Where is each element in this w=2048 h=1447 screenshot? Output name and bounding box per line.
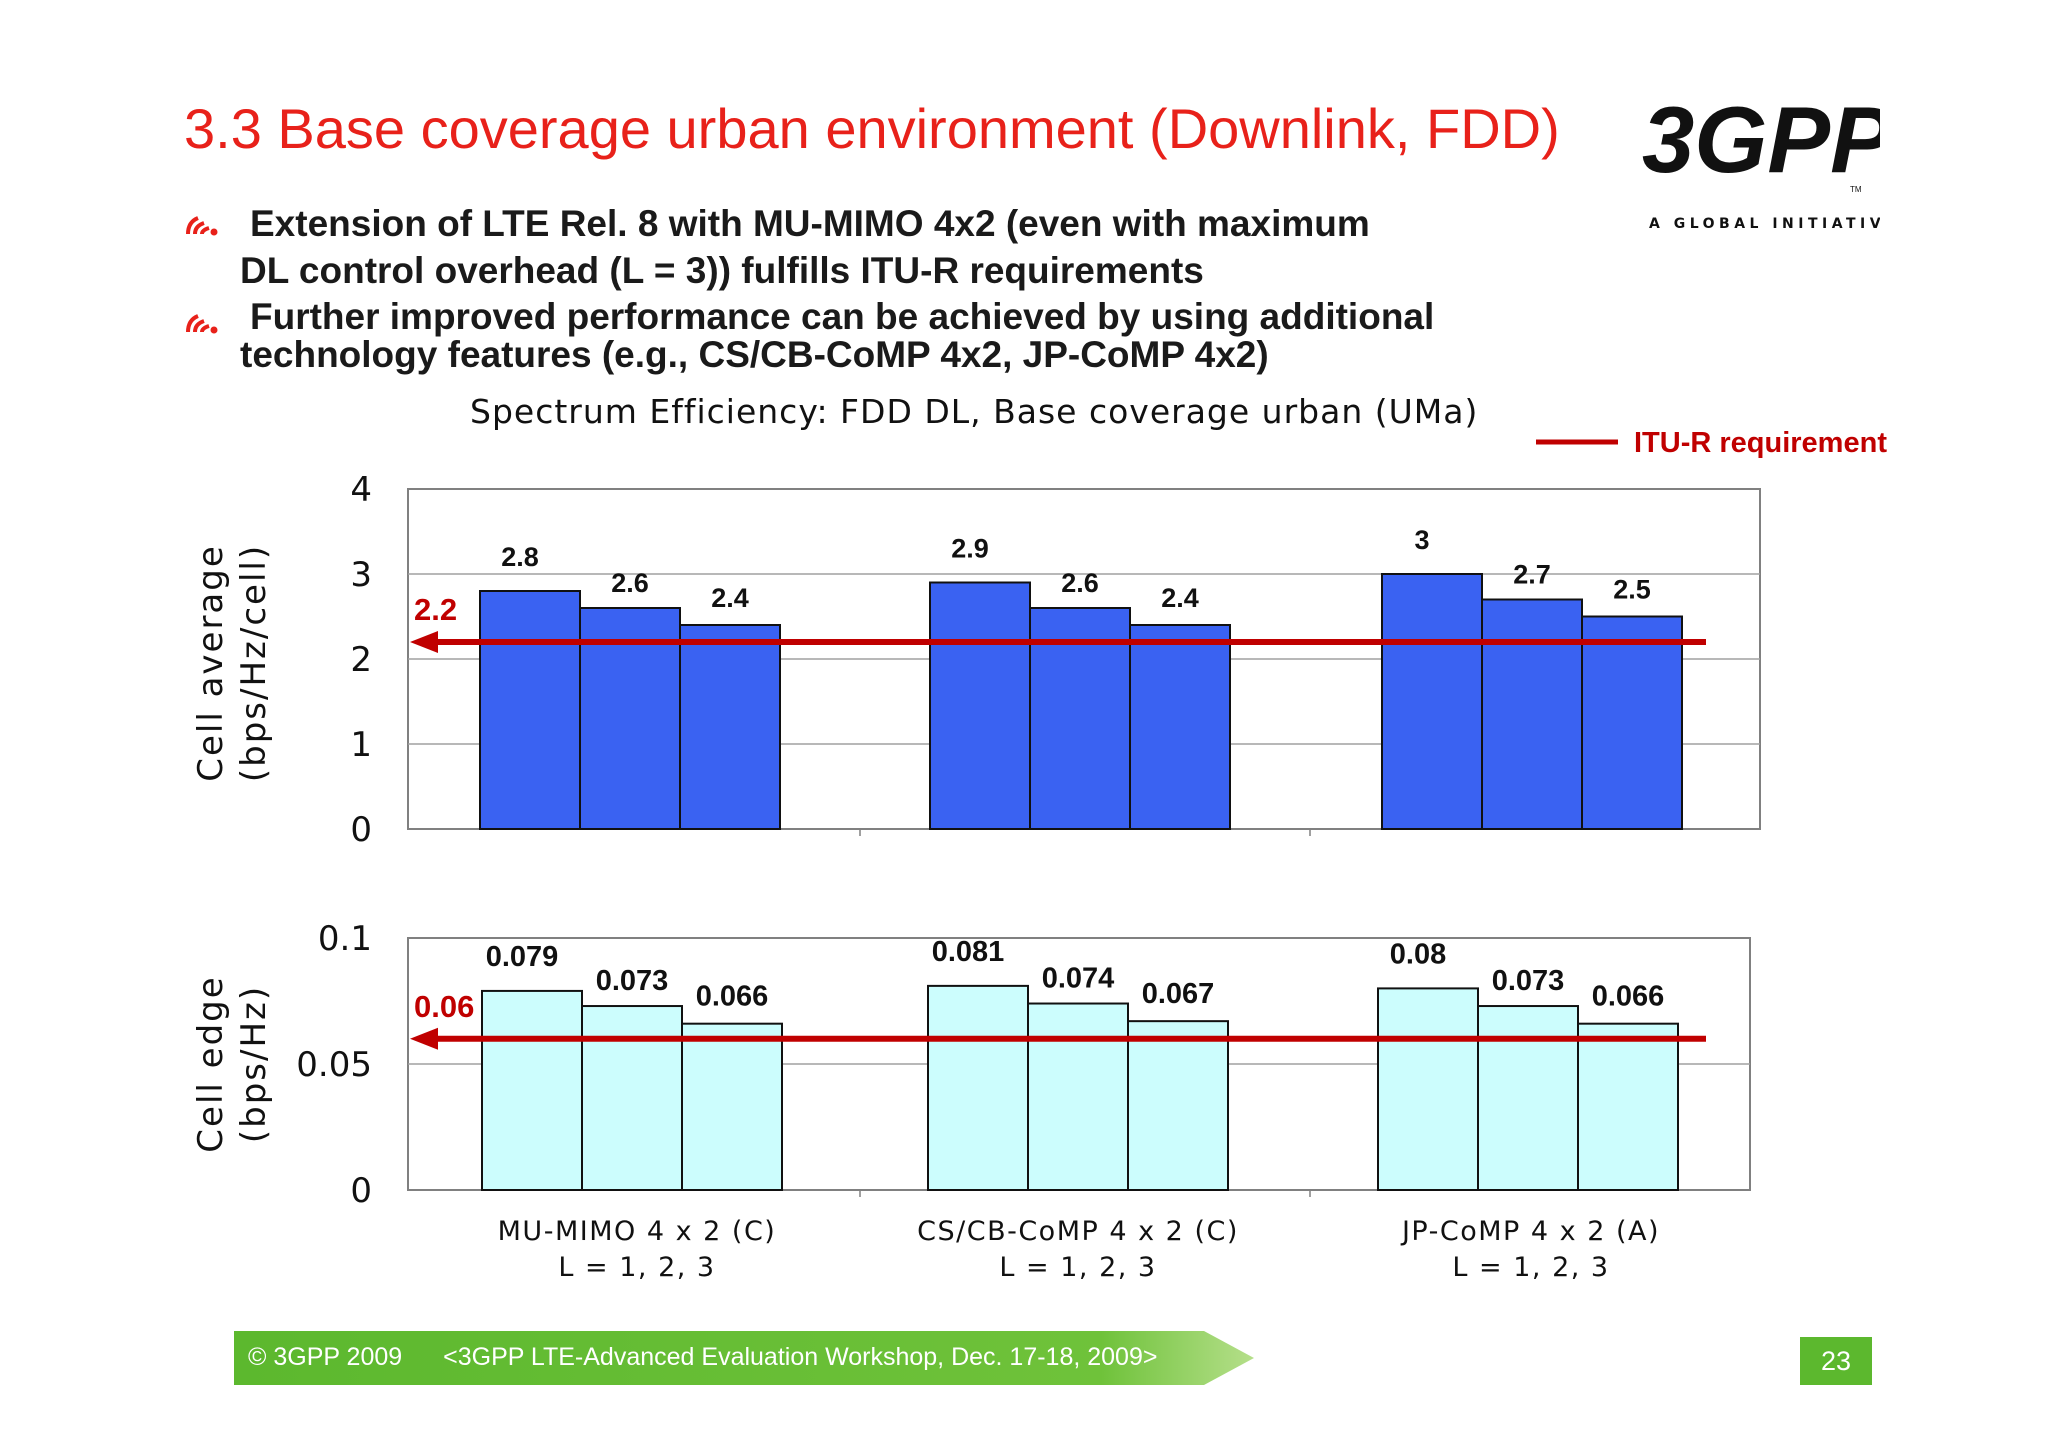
bullet-line: Extension of LTE Rel. 8 with MU-MIMO 4x2… — [250, 203, 1370, 244]
bar-value-label: 2.7 — [1513, 560, 1551, 590]
bar-value-label: 0.073 — [596, 965, 669, 997]
x-category-label: L = 1, 2, 3 — [558, 1252, 715, 1283]
bar — [1129, 624, 1231, 830]
bar — [1377, 987, 1479, 1192]
x-category-label: L = 1, 2, 3 — [999, 1252, 1156, 1283]
y-tick-label: 4 — [350, 470, 372, 510]
chart-title: Spectrum Efficiency: FDD DL, Base covera… — [470, 392, 1479, 431]
y-axis-label: (bps/Hz/cell) — [234, 544, 274, 782]
bar-value-label: 0.074 — [1042, 963, 1115, 995]
bar-value-label: 2.4 — [1161, 583, 1199, 613]
x-category-label: CS/CB-CoMP 4 x 2 (C) — [917, 1216, 1239, 1247]
logo-tm: TM — [1850, 185, 1862, 194]
y-tick-label: 0 — [350, 810, 372, 850]
y-axis-label: Cell edge — [191, 975, 231, 1152]
bullet-item: Further improved performance can be achi… — [184, 298, 1584, 374]
bar-value-label: 0.073 — [1492, 965, 1565, 997]
bar-value-label: 2.4 — [711, 583, 749, 613]
bar-value-label: 2.6 — [1061, 568, 1099, 598]
bar-value-label: 0.066 — [1592, 981, 1665, 1013]
3gpp-logo: 3GPP TM A GLOBAL INITIATIVE — [1642, 88, 1880, 232]
y-tick-label: 2 — [350, 640, 372, 680]
bullet-line: technology features (e.g., CS/CB-CoMP 4x… — [240, 334, 1269, 375]
bar-value-label: 0.079 — [486, 941, 559, 973]
bar — [581, 1005, 683, 1191]
bar — [681, 1022, 783, 1191]
legend-label: ITU-R requirement — [1634, 427, 1887, 459]
requirement-arrowhead — [410, 631, 438, 653]
bar-value-label: 0.08 — [1390, 938, 1446, 970]
x-category-label: JP-CoMP 4 x 2 (A) — [1400, 1216, 1660, 1247]
bar — [1481, 598, 1583, 830]
bar — [929, 581, 1031, 830]
y-tick-label: 0.05 — [296, 1045, 372, 1085]
footer-copyright: © 3GPP 2009 — [248, 1343, 403, 1371]
logo-text: 3GPP — [1642, 88, 1880, 192]
bar — [1027, 1002, 1129, 1192]
y-tick-label: 0 — [350, 1171, 372, 1211]
requirement-value-label: 2.2 — [414, 592, 457, 627]
logo-tagline: A GLOBAL INITIATIVE — [1649, 216, 1880, 232]
y-tick-label: 1 — [350, 725, 372, 765]
x-category-label: MU-MIMO 4 x 2 (C) — [498, 1216, 777, 1247]
requirement-value-label: 0.06 — [414, 989, 474, 1024]
bullet-line: Further improved performance can be achi… — [250, 296, 1435, 337]
footer-event: <3GPP LTE-Advanced Evaluation Workshop, … — [443, 1343, 1158, 1371]
bar — [927, 984, 1029, 1191]
y-tick-label: 3 — [350, 555, 372, 595]
requirement-arrowhead — [410, 1027, 438, 1050]
y-axis-label: Cell average — [191, 544, 231, 782]
bar — [1577, 1022, 1679, 1191]
bar-value-label: 2.9 — [951, 534, 989, 564]
slide-title: 3.3 Base coverage urban environment (Dow… — [184, 97, 1560, 160]
bar — [481, 989, 583, 1191]
bullet-item: Extension of LTE Rel. 8 with MU-MIMO 4x2… — [184, 200, 1584, 294]
bar-value-label: 2.6 — [611, 568, 649, 598]
y-axis-label: (bps/Hz) — [234, 985, 274, 1143]
bullet-list: Extension of LTE Rel. 8 with MU-MIMO 4x2… — [184, 200, 1584, 374]
signal-bullet-icon — [186, 216, 218, 236]
bar — [479, 590, 581, 830]
footer-text: © 3GPP 2009 <3GPP LTE-Advanced Evaluatio… — [248, 1343, 1191, 1372]
signal-bullet-icon — [186, 314, 218, 334]
bar-value-label: 2.5 — [1613, 575, 1651, 605]
bar-value-label: 0.081 — [932, 936, 1005, 968]
y-tick-label: 0.1 — [318, 919, 372, 959]
footer-bar — [234, 1331, 1254, 1385]
bar-value-label: 2.8 — [501, 542, 539, 572]
bar — [679, 624, 781, 830]
bar — [1477, 1005, 1579, 1191]
page-number: 23 — [1800, 1337, 1872, 1385]
bar — [1127, 1020, 1229, 1191]
bar — [1581, 615, 1683, 830]
bullet-line: DL control overhead (L = 3)) fulfills IT… — [240, 250, 1204, 291]
bar-value-label: 0.066 — [696, 981, 769, 1013]
x-category-label: L = 1, 2, 3 — [1452, 1252, 1609, 1283]
bar-value-label: 3 — [1414, 525, 1429, 555]
bar-value-label: 0.067 — [1142, 978, 1215, 1010]
bar — [1381, 573, 1483, 830]
